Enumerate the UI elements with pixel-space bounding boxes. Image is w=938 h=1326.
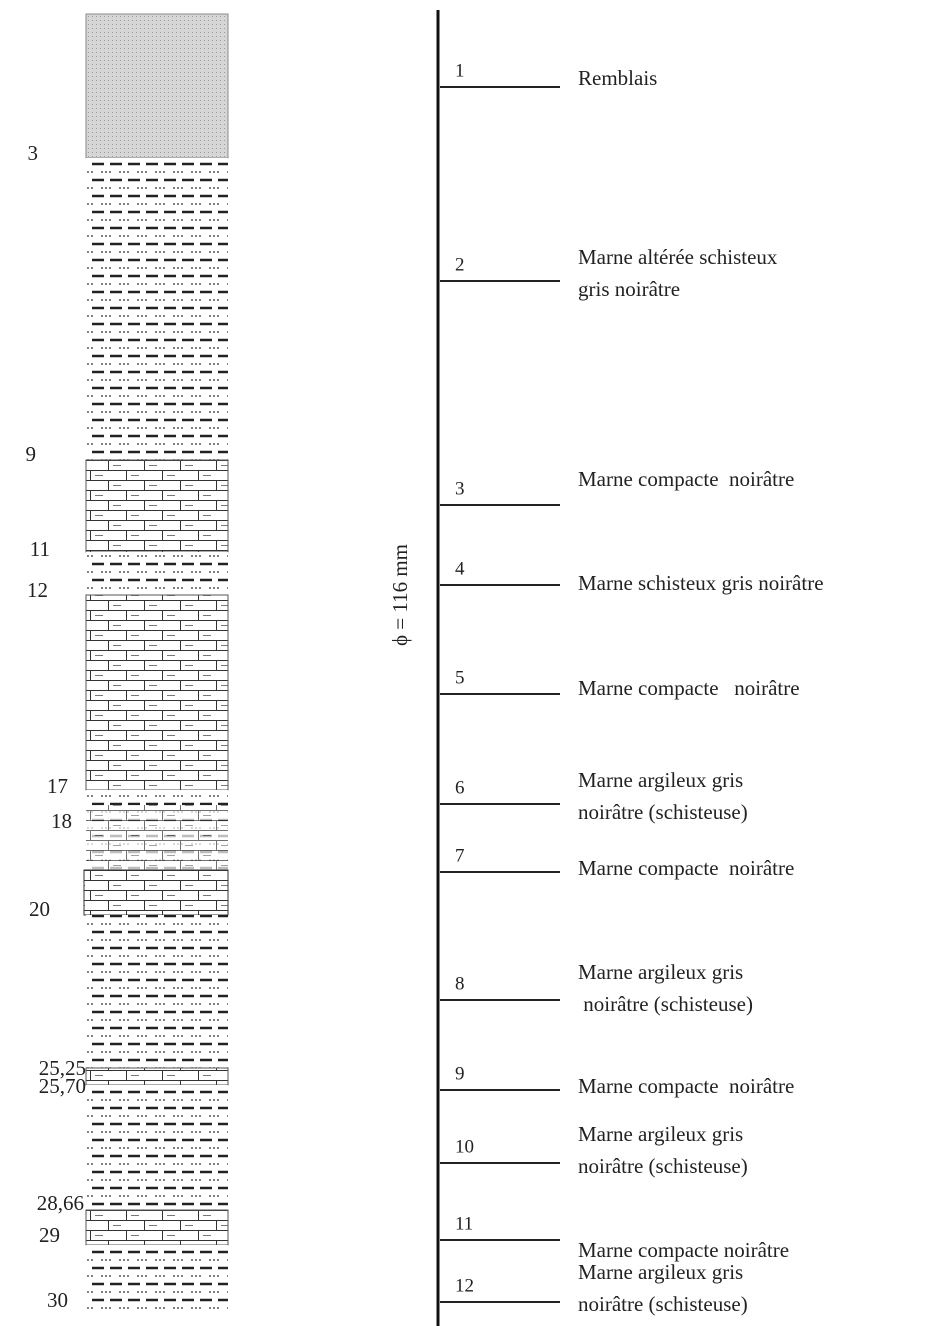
layer-description: Marne argileux gris	[578, 1260, 743, 1284]
layer-number: 11	[455, 1213, 473, 1234]
marl-layer	[86, 552, 228, 595]
marl-layer	[86, 1245, 228, 1310]
depth-label: 25,25	[39, 1056, 86, 1080]
layer-number: 1	[455, 60, 465, 81]
layer-number: 9	[455, 1063, 465, 1084]
marl-layer	[86, 1085, 228, 1210]
limestone-layer	[86, 805, 228, 870]
layer-description: gris noirâtre	[578, 277, 680, 301]
layer-description: Remblais	[578, 66, 657, 90]
layer-number: 5	[455, 667, 465, 688]
depth-label: 18	[51, 809, 72, 833]
limestone-layer	[83, 869, 229, 916]
limestone-layer	[85, 594, 229, 791]
limestone-layer	[85, 459, 229, 553]
column	[83, 13, 229, 1310]
depth-label: 12	[27, 578, 48, 602]
layer-number: 2	[455, 254, 465, 275]
depth-label: 17	[47, 774, 68, 798]
layer-description: Marne compacte noirâtre	[578, 856, 794, 880]
layer-description: Marne altérée schisteux	[578, 245, 778, 269]
layer-description: noirâtre (schisteuse)	[578, 1292, 748, 1316]
layer-description: Marne argileux gris	[578, 768, 743, 792]
layer-number: 12	[455, 1275, 474, 1296]
layer-description: Marne argileux gris	[578, 1122, 743, 1146]
layer-description: Marne schisteux gris noirâtre	[578, 571, 824, 595]
depth-label: 20	[29, 897, 50, 921]
layer-description: Marne compacte noirâtre	[578, 467, 794, 491]
diameter-label: ϕ = 116 mm	[388, 544, 412, 646]
depth-label: 11	[30, 537, 50, 561]
layer-description: noirâtre (schisteuse)	[578, 800, 748, 824]
layer-number: 7	[455, 845, 465, 866]
layer-number: 10	[455, 1136, 474, 1157]
layer-description: Marne compacte noirâtre	[578, 676, 800, 700]
layer-number: 4	[455, 558, 465, 579]
layer-number: 3	[455, 478, 465, 499]
marl-layer	[86, 915, 228, 1068]
limestone-layer	[85, 1209, 229, 1246]
layer-description: Marne compacte noirâtre	[578, 1074, 794, 1098]
layer-description: Marne compacte noirâtre	[578, 1238, 789, 1262]
marl-layer	[86, 158, 228, 460]
depth-label: 28,66	[37, 1191, 84, 1215]
depth-label: 29	[39, 1223, 60, 1247]
depth-label: 3	[28, 141, 39, 165]
depth-label: 9	[26, 442, 37, 466]
layer-description: noirâtre (schisteuse)	[578, 992, 753, 1016]
layer-number: 8	[455, 973, 465, 994]
depth-label: 30	[47, 1288, 68, 1312]
depth-label: 25,70	[39, 1074, 86, 1098]
layer-number: 6	[455, 777, 465, 798]
limestone-layer	[85, 1067, 229, 1086]
layer-description: noirâtre (schisteuse)	[578, 1154, 748, 1178]
layer-description: Marne argileux gris	[578, 960, 743, 984]
fill-layer	[85, 13, 229, 159]
